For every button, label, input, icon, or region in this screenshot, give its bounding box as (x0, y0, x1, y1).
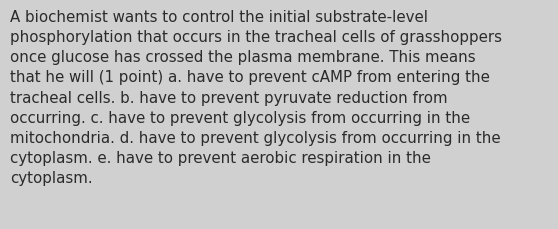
Text: A biochemist wants to control the initial substrate-level
phosphorylation that o: A biochemist wants to control the initia… (10, 10, 502, 185)
